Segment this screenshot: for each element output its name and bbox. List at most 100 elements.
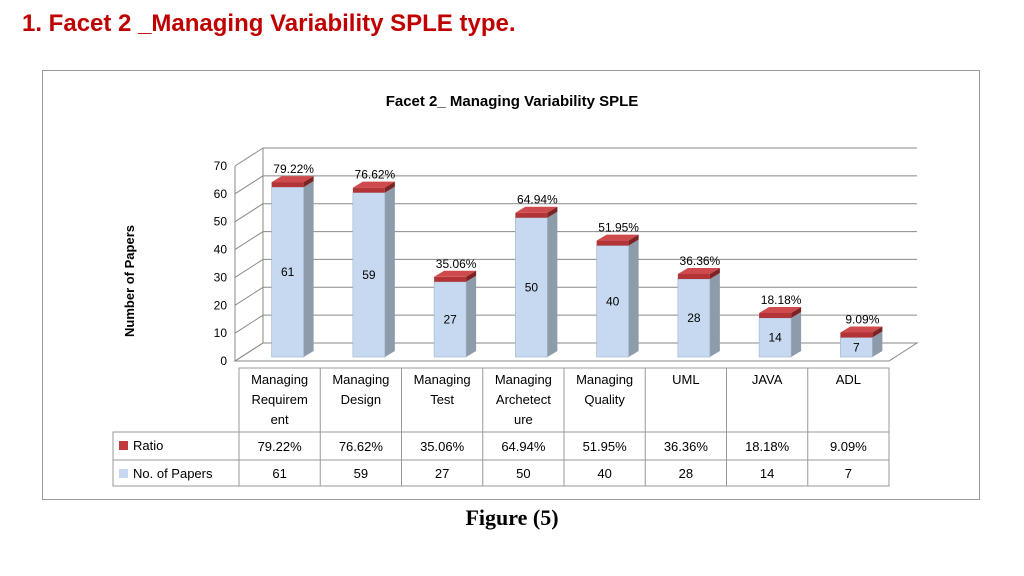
ratio-cap-front (434, 276, 467, 282)
bar-side (872, 331, 883, 357)
gridline-side (234, 314, 264, 334)
legend-label-ratio: Ratio (133, 438, 163, 453)
ratio-cap-side (303, 176, 314, 188)
table-cell-papers: 28 (679, 466, 693, 481)
ratio-cap-top (677, 268, 720, 274)
bar (758, 317, 792, 358)
category-label: Managing (576, 372, 633, 387)
table-cell-papers: 61 (272, 466, 286, 481)
gridlines (233, 147, 919, 362)
ratio-data-label: 79.22% (273, 162, 314, 176)
bar-group: 27 35.06% (433, 257, 477, 358)
table-cell-ratio: 64.94% (501, 439, 546, 454)
table-cell-ratio: 9.09% (830, 439, 867, 454)
ratio-data-label: 35.06% (436, 257, 477, 271)
bar (515, 217, 548, 358)
y-tick-label: 60 (214, 187, 228, 201)
ratio-cap-front (352, 187, 385, 193)
bar (433, 281, 467, 358)
bar-side (303, 181, 314, 357)
y-tick-label: 20 (214, 298, 228, 312)
category-label: Requirem (251, 392, 307, 407)
bar-value-label: 50 (525, 280, 539, 294)
ratio-cap-front (515, 212, 548, 218)
gridline-side (234, 147, 264, 167)
category-label: ADL (836, 372, 861, 387)
bar-side (466, 275, 477, 357)
legend-key-ratio (119, 441, 128, 450)
slide-heading: 1. Facet 2 _Managing Variability SPLE ty… (22, 10, 516, 37)
category-label: ure (514, 412, 533, 427)
ratio-data-label: 51.95% (598, 221, 639, 235)
gridline-side (234, 175, 264, 195)
ratio-cap-front (271, 182, 304, 188)
category-label: Managing (332, 372, 389, 387)
bar-group: 59 76.62% (352, 168, 396, 358)
bar (677, 278, 711, 358)
bar-group: 14 18.18% (758, 293, 802, 358)
bar-side (547, 211, 558, 357)
category-label: JAVA (752, 372, 783, 387)
bar-value-label: 28 (687, 311, 701, 325)
table-cell-papers: 59 (354, 466, 368, 481)
category-label: UML (672, 372, 699, 387)
category-label: Managing (495, 372, 552, 387)
gridline-side (234, 231, 264, 250)
ratio-cap-side (709, 268, 720, 279)
category-label: Test (430, 392, 454, 407)
y-axis: 0 10 20 30 40 50 60 70 (214, 159, 228, 368)
table-cell-papers: 40 (597, 466, 611, 481)
chart-floor (233, 342, 919, 362)
chart-title: Facet 2_ Managing Variability SPLE (386, 93, 639, 110)
ratio-cap-front (840, 332, 873, 338)
ratio-cap-front (759, 313, 792, 318)
y-tick-label: 10 (214, 326, 228, 340)
bar-group: 61 79.22% (271, 162, 314, 358)
y-tick-label: 0 (220, 354, 227, 368)
ratio-cap-top (759, 307, 802, 313)
table-cell-ratio: 36.36% (664, 439, 709, 454)
category-label: Managing (414, 372, 471, 387)
y-axis-label: Number of Papers (122, 225, 137, 337)
bar-side (709, 273, 720, 357)
table-cell-papers: 7 (845, 466, 852, 481)
ratio-data-label: 76.62% (355, 168, 396, 182)
bar-value-label: 27 (443, 312, 457, 326)
ratio-cap-side (791, 307, 802, 318)
bar (271, 186, 304, 358)
bar (596, 245, 629, 358)
table-cell-papers: 50 (516, 466, 530, 481)
gridline-side (234, 259, 264, 278)
gridline-side (234, 203, 264, 223)
ratio-cap-top (271, 176, 314, 183)
ratio-data-label: 18.18% (761, 293, 802, 307)
bar-group: 28 36.36% (677, 254, 721, 358)
ratio-cap-top (352, 181, 395, 188)
y-tick-label: 50 (214, 215, 228, 229)
ratio-data-label: 36.36% (680, 254, 721, 268)
bar-group: 40 51.95% (596, 221, 639, 358)
y-tick-label: 40 (214, 243, 228, 257)
category-label: Managing (251, 372, 308, 387)
bar-group: 50 64.94% (515, 193, 558, 358)
table-cell-papers: 27 (435, 466, 449, 481)
bar-value-label: 61 (281, 265, 295, 279)
bars: 61 79.22% 59 76.62% 27 35.06% 50 64.94% 40 51.95%… (271, 162, 883, 358)
bar-value-label: 59 (362, 268, 376, 282)
ratio-cap-side (466, 270, 477, 282)
ratio-cap-side (872, 326, 883, 338)
table-cell-ratio: 18.18% (745, 439, 790, 454)
bar-value-label: 14 (768, 331, 782, 345)
table-cell-papers: 14 (760, 466, 774, 481)
ratio-cap-top (840, 326, 883, 333)
gridline-side (234, 286, 264, 306)
bar-value-label: 40 (606, 294, 620, 308)
y-tick-label: 70 (214, 159, 228, 173)
table-cell-ratio: 35.06% (420, 439, 465, 454)
table-cell-ratio: 79.22% (258, 439, 303, 454)
figure-caption: Figure (5) (465, 505, 559, 530)
table-cell-ratio: 51.95% (583, 439, 628, 454)
ratio-data-label: 64.94% (517, 193, 558, 207)
ratio-cap-top (596, 234, 639, 241)
